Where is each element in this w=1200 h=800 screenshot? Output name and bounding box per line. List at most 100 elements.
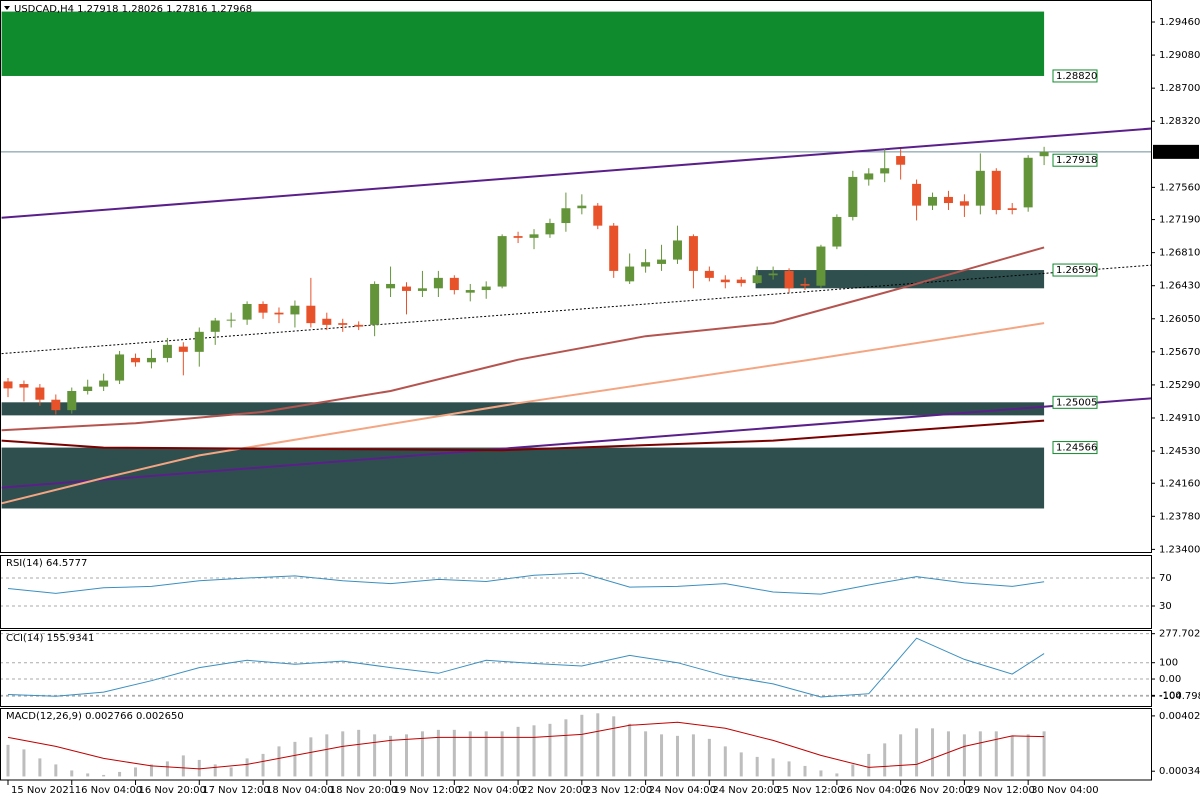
histogram-bar: [867, 753, 871, 777]
histogram-bar: [962, 734, 966, 777]
y-tick-label: 1.28320: [1159, 116, 1200, 127]
candle-body: [178, 346, 188, 352]
histogram-bar: [628, 723, 632, 777]
candle-body: [322, 318, 332, 325]
y-tick-label: 1.27560: [1159, 182, 1200, 193]
histogram-bar: [118, 771, 122, 777]
histogram-bar: [899, 734, 903, 777]
overlay-line: [1, 246, 1045, 432]
candle-body: [912, 183, 922, 206]
candle-body: [210, 320, 220, 332]
candle-body: [784, 270, 794, 289]
histogram-bar: [675, 735, 679, 777]
candle-body: [67, 391, 77, 411]
candle-body: [83, 386, 93, 392]
y-tick-label: 70: [1159, 573, 1172, 584]
histogram-bar: [293, 741, 297, 777]
zone-label: 1.24566: [1056, 443, 1097, 454]
cci-frame: [0, 630, 1152, 707]
y-tick-label: 1.23400: [1159, 544, 1200, 555]
candle-body: [194, 331, 204, 352]
candle-body: [848, 176, 858, 217]
histogram-bar: [102, 774, 106, 777]
price-mark-box: [1052, 153, 1098, 167]
candle-body: [481, 286, 491, 291]
candle-body: [242, 303, 252, 320]
candle-body: [354, 324, 364, 327]
histogram-bar: [165, 761, 169, 777]
candle-body: [991, 170, 1001, 210]
candle-body: [641, 262, 651, 267]
candle-body: [864, 173, 874, 180]
histogram-bar: [149, 764, 153, 777]
candle-body: [1023, 157, 1033, 208]
histogram-bar: [644, 731, 648, 777]
overlay-line: [1, 397, 1151, 489]
x-tick-label: 25 Nov 12:00: [776, 785, 843, 796]
candle-body: [657, 259, 667, 264]
candle-body: [306, 305, 316, 324]
x-tick-label: 26 Nov 04:00: [840, 785, 907, 796]
y-tick-label: 1.24530: [1159, 446, 1200, 457]
candle-body: [370, 283, 380, 325]
overlay-line: [1, 127, 1151, 219]
candle-body: [3, 381, 13, 389]
histogram-bar: [468, 731, 472, 777]
histogram-bar: [851, 764, 855, 777]
zone-label-box: [1052, 395, 1098, 409]
x-tick-label: 30 Nov 04:00: [1031, 785, 1098, 796]
candle-body: [800, 283, 810, 286]
x-tick-label: 19 Nov 12:00: [394, 785, 461, 796]
candle-body: [146, 357, 156, 363]
menu-arrow[interactable]: [4, 6, 10, 10]
histogram-bar: [420, 731, 424, 777]
histogram-bar: [883, 743, 887, 777]
indicator-title: RSI(14) 64.5777: [6, 558, 87, 569]
zone: [1, 447, 1045, 509]
zone-label-box: [1052, 69, 1098, 83]
zone-label-box: [1052, 263, 1098, 277]
candle-body: [672, 240, 682, 260]
candle-body: [928, 196, 938, 206]
histogram-bar: [38, 758, 42, 777]
y-tick-label: 1.26050: [1159, 314, 1200, 325]
candle-body: [896, 156, 906, 165]
candle-body: [816, 246, 826, 286]
candle-body: [959, 201, 969, 206]
x-tick-label: 26 Nov 20:00: [904, 785, 971, 796]
histogram-bar: [357, 729, 361, 777]
candle-body: [338, 323, 348, 325]
histogram-bar: [946, 731, 950, 777]
histogram-bar: [500, 731, 504, 777]
x-tick-label: 18 Nov 20:00: [330, 785, 397, 796]
histogram-bar: [325, 734, 329, 777]
histogram-bar: [755, 756, 759, 777]
candle-body: [625, 266, 635, 282]
histogram-bar: [978, 731, 982, 777]
candle-body: [51, 399, 61, 411]
x-tick-label: 23 Nov 12:00: [585, 785, 652, 796]
macd-frame: [0, 708, 1152, 781]
histogram-bar: [532, 725, 536, 777]
candle-body: [162, 344, 172, 358]
axis-layer: 1.28820 1.26590 1.25005 1.24566 1.29460 1.290…: [6, 17, 1200, 796]
candle-body: [417, 288, 427, 291]
candle-body: [290, 305, 300, 315]
histogram-bar: [516, 726, 520, 777]
zone-label-box: [1052, 441, 1098, 455]
histogram-bar: [771, 758, 775, 777]
x-tick-label: 24 Nov 20:00: [712, 785, 779, 796]
candle-body: [274, 312, 284, 315]
zone: [1, 11, 1045, 76]
histogram-bar: [660, 734, 664, 777]
x-tick-label: 24 Nov 04:00: [649, 785, 716, 796]
histogram-bar: [931, 728, 935, 777]
candle-body: [688, 236, 698, 271]
histogram-bar: [548, 723, 552, 777]
y-tick-label: 1.25290: [1159, 380, 1200, 391]
histogram-bar: [70, 770, 74, 777]
dotted-trendline: [1, 264, 1151, 355]
histogram-bar: [181, 755, 185, 777]
